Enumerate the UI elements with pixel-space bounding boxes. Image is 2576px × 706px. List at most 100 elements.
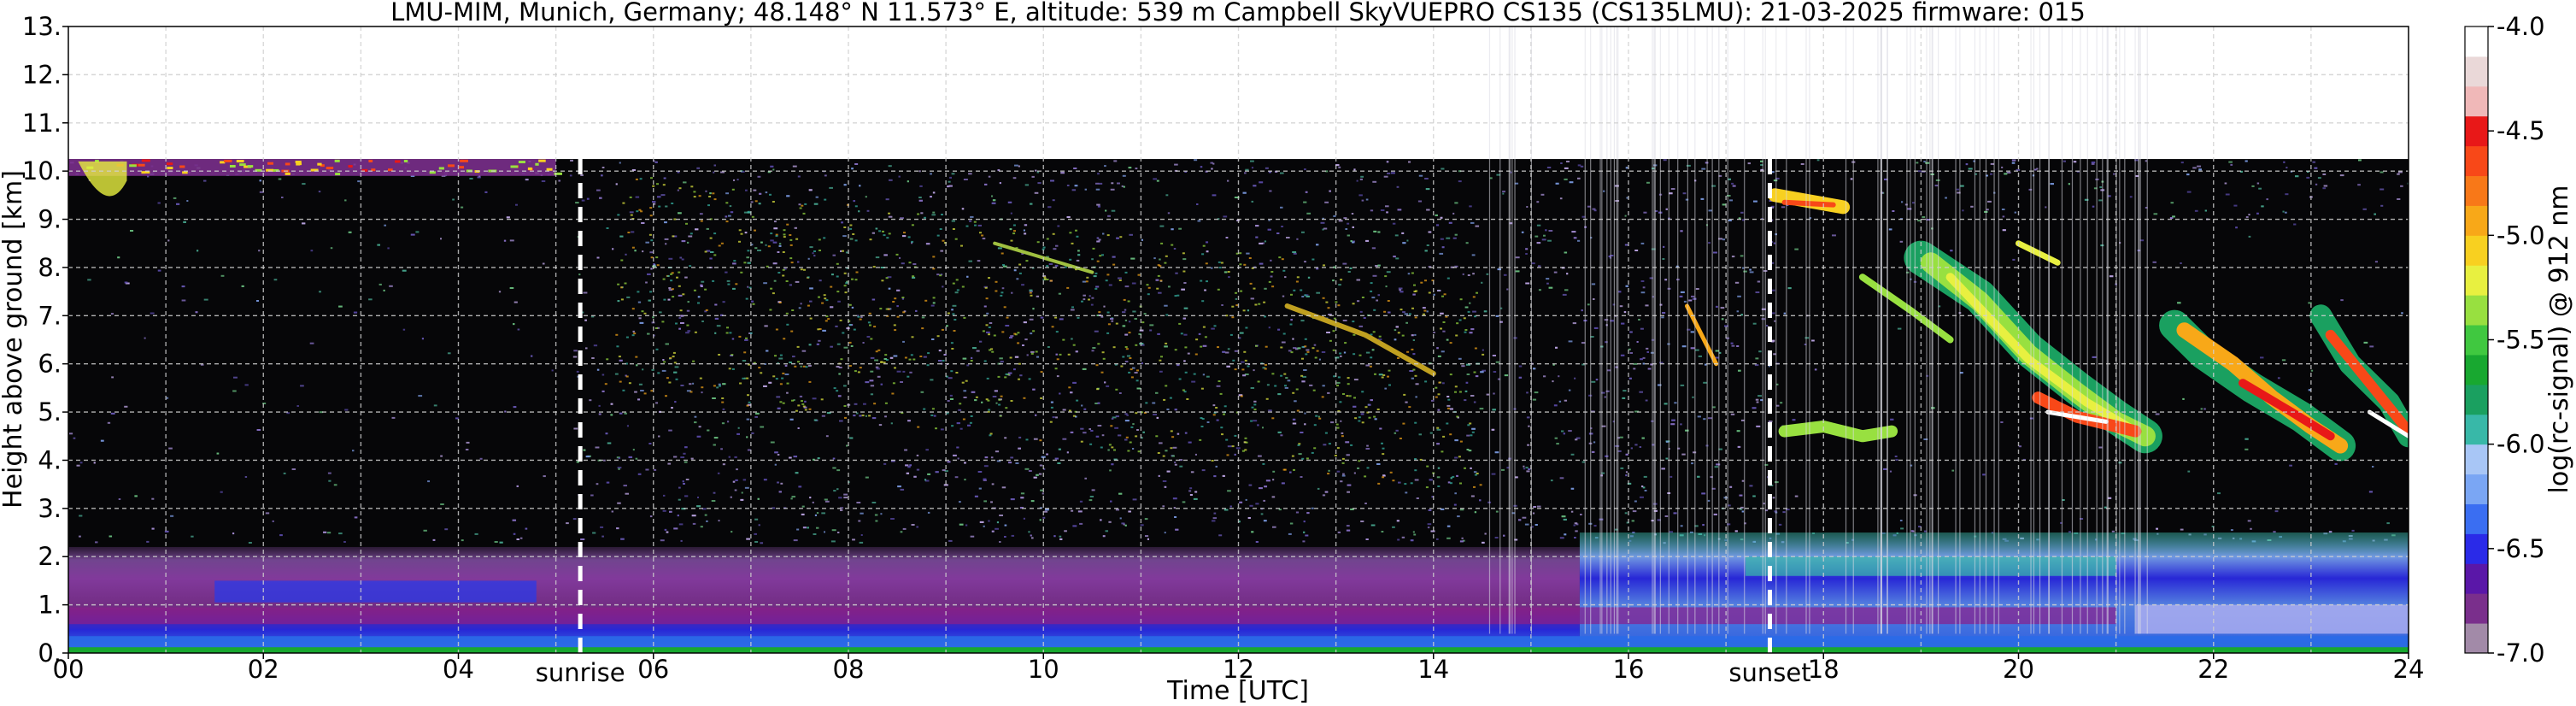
noise-speck <box>1358 194 1363 197</box>
noise-speck <box>793 456 798 458</box>
noise-speck <box>850 345 854 347</box>
noise-speck <box>1052 232 1055 235</box>
noise-speck <box>1359 178 1363 180</box>
noise-speck <box>654 161 658 163</box>
noise-speck <box>1372 331 1376 333</box>
noise-speck <box>1047 346 1050 348</box>
noise-speck <box>1303 201 1307 203</box>
noise-speck <box>1187 352 1190 355</box>
noise-speck <box>1223 413 1225 415</box>
noise-speck <box>1343 351 1347 354</box>
noise-speck <box>1484 532 1487 535</box>
noise-speck <box>1024 224 1028 227</box>
noise-speck <box>1669 192 1673 195</box>
noise-speck <box>2398 171 2403 174</box>
noise-speck <box>1523 465 1525 468</box>
noise-speck <box>797 175 801 178</box>
noise-speck <box>1322 217 1324 220</box>
noise-speck <box>1756 401 1759 403</box>
noise-speck <box>936 234 940 237</box>
noise-speck <box>728 368 731 370</box>
noise-speck <box>1054 368 1058 370</box>
y-tick-label: 12. <box>22 60 62 89</box>
noise-speck <box>772 375 776 378</box>
noise-speck <box>942 360 945 362</box>
noise-speck <box>701 280 705 283</box>
noise-speck <box>1284 385 1287 387</box>
noise-speck <box>2177 302 2181 304</box>
noise-speck <box>773 279 777 282</box>
noise-speck <box>1457 515 1460 518</box>
noise-speck <box>1525 253 1528 255</box>
cloud-speck <box>167 167 173 170</box>
noise-speck <box>2374 261 2379 263</box>
noise-speck <box>738 335 742 338</box>
noise-speck <box>1601 472 1605 474</box>
noise-speck <box>1387 172 1391 174</box>
noise-speck <box>1255 225 1259 227</box>
noise-speck <box>677 189 679 191</box>
noise-speck <box>2244 448 2249 450</box>
noise-speck <box>612 248 614 250</box>
noise-speck <box>986 331 990 333</box>
noise-speck <box>1314 356 1317 359</box>
noise-speck <box>318 191 321 193</box>
noise-speck <box>1580 514 1582 515</box>
noise-speck <box>1000 291 1004 294</box>
noise-speck <box>680 456 685 458</box>
y-tick-label: 4. <box>38 445 62 474</box>
noise-speck <box>1673 512 1677 515</box>
noise-speck <box>842 235 847 238</box>
noise-speck <box>1772 497 1775 499</box>
noise-speck <box>1342 393 1345 395</box>
noise-speck <box>1162 480 1167 482</box>
noise-speck <box>900 217 904 220</box>
cloud-speck <box>247 165 254 168</box>
x-tick-label: 00 <box>53 655 85 684</box>
noise-speck <box>1426 465 1429 468</box>
noise-speck <box>575 202 579 204</box>
noise-speck <box>1309 384 1313 386</box>
noise-speck <box>1763 503 1765 505</box>
noise-speck <box>1143 313 1147 315</box>
noise-speck <box>1011 291 1013 294</box>
noise-speck <box>843 184 847 186</box>
noise-speck <box>966 275 969 278</box>
noise-speck <box>1103 305 1106 308</box>
noise-speck <box>1591 380 1596 383</box>
noise-speck <box>1020 497 1024 499</box>
noise-speck <box>939 228 942 230</box>
noise-speck <box>689 383 692 385</box>
noise-speck <box>203 298 208 301</box>
noise-speck <box>1131 282 1136 285</box>
noise-speck <box>921 316 925 319</box>
noise-speck <box>1441 450 1444 453</box>
noise-speck <box>1179 459 1183 462</box>
noise-speck <box>2002 215 2005 218</box>
noise-speck <box>1446 404 1451 407</box>
noise-speck <box>794 365 797 368</box>
noise-speck <box>1211 460 1214 462</box>
noise-speck <box>1538 289 1541 291</box>
noise-speck <box>770 165 774 168</box>
noise-speck <box>1353 405 1357 408</box>
noise-speck <box>1219 392 1223 395</box>
noise-speck <box>725 192 730 195</box>
noise-speck <box>1325 170 1329 173</box>
noise-speck <box>509 287 514 289</box>
noise-speck <box>1155 435 1159 438</box>
noise-speck <box>1221 433 1223 436</box>
noise-speck <box>2203 408 2206 410</box>
noise-speck <box>1108 284 1112 286</box>
noise-speck <box>1691 295 1695 297</box>
noise-speck <box>1102 357 1106 360</box>
noise-speck <box>1306 350 1310 353</box>
noise-speck <box>1732 185 1736 187</box>
noise-speck <box>1959 372 1963 374</box>
cloud-speck <box>527 167 532 170</box>
noise-speck <box>628 456 633 458</box>
noise-speck <box>1119 236 1123 238</box>
noise-speck <box>1129 357 1132 359</box>
noise-speck <box>1437 409 1441 411</box>
noise-speck <box>1020 492 1025 495</box>
